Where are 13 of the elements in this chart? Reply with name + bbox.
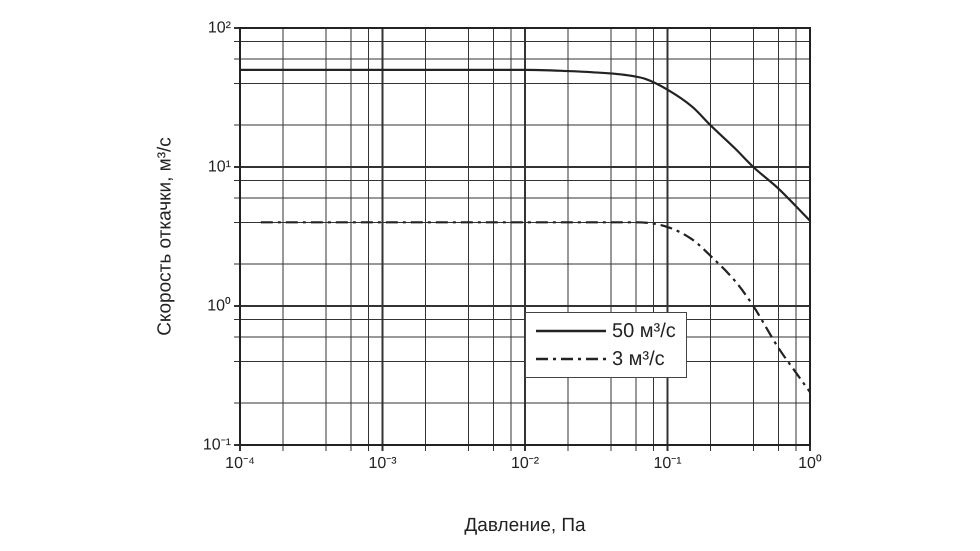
x-tick-label: 10⁻²: [510, 455, 540, 472]
y-tick-label: 10¹: [208, 158, 231, 176]
x-tick-label: 10⁻⁴: [225, 455, 255, 472]
legend-label: 50 м³/с: [612, 318, 676, 344]
x-axis-title: Давление, Па: [464, 514, 586, 536]
legend-label: 3 м³/с: [612, 346, 665, 372]
y-tick-label: 10²: [208, 19, 232, 36]
x-tick-label: 10⁰: [798, 454, 822, 472]
y-axis-title: Скорость откачки, м³/с: [154, 137, 176, 336]
y-tick-label: 10⁰: [207, 296, 231, 314]
x-tick-label: 10⁻³: [368, 455, 398, 472]
x-tick-label: 10⁻¹: [653, 455, 682, 472]
y-tick-label: 10⁻¹: [202, 436, 231, 454]
